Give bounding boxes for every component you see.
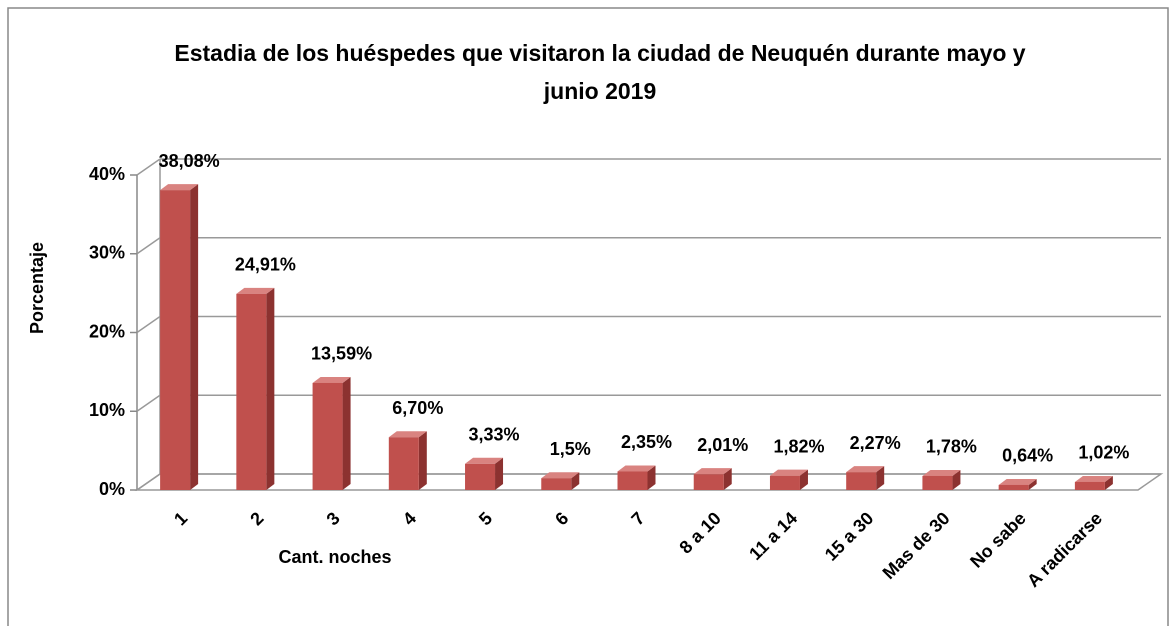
bar-side (342, 376, 351, 490)
bar-top (617, 465, 656, 472)
bar (388, 437, 419, 490)
y-tick-label: 10% (89, 400, 125, 420)
bar-side (495, 457, 504, 490)
bar (160, 190, 191, 490)
bar-top (236, 287, 275, 294)
bar (312, 382, 343, 490)
x-tick-label: 15 a 30 (821, 508, 878, 565)
bar-side (1104, 475, 1113, 490)
x-tick-label: 1 (170, 508, 191, 529)
bar-top (541, 472, 580, 479)
bar-top (693, 468, 732, 475)
bar-side (647, 465, 656, 490)
x-tick-label: No sabe (966, 508, 1030, 572)
value-label: 2,27% (850, 433, 901, 453)
bar (693, 474, 724, 490)
y-tick-label: 20% (89, 321, 125, 341)
value-label: 1,5% (550, 439, 591, 459)
bar (541, 478, 572, 490)
bar-top (160, 184, 199, 191)
y-axis-label: Porcentaje (27, 242, 47, 334)
value-label: 1,78% (926, 437, 977, 457)
x-tick-label: 7 (627, 508, 648, 529)
bar-side (418, 431, 427, 490)
wall-diagonal (136, 315, 161, 334)
frame-border (7, 7, 1169, 626)
bar-side (799, 469, 808, 490)
value-label: 6,70% (392, 398, 443, 418)
wall-diagonal (136, 473, 161, 491)
x-tick-label: 11 a 14 (745, 508, 801, 564)
bar (998, 484, 1029, 490)
bar-side (571, 472, 580, 490)
x-tick-label: 8 a 10 (675, 508, 725, 558)
bar-side (1028, 478, 1037, 490)
value-label: 38,08% (159, 151, 220, 171)
value-label: 2,01% (697, 435, 748, 455)
bar (769, 475, 800, 490)
bar (617, 471, 648, 490)
bar-side (190, 184, 199, 490)
x-tick-label: 2 (246, 508, 267, 529)
bar-top (388, 431, 427, 438)
bar-top (312, 376, 351, 383)
bar (465, 463, 496, 490)
x-tick-label: Mas de 30 (879, 508, 954, 583)
wall-diagonal (136, 237, 161, 255)
bar-top (846, 466, 885, 473)
value-label: 24,91% (235, 255, 296, 275)
bar-side (952, 469, 961, 490)
wall-diagonal (136, 158, 161, 176)
bar (846, 472, 877, 490)
bar (236, 293, 267, 490)
value-label: 1,02% (1078, 443, 1129, 463)
x-tick-label: 5 (475, 508, 496, 529)
bar-top (465, 457, 504, 464)
value-label: 0,64% (1002, 446, 1053, 466)
value-label: 2,35% (621, 432, 672, 452)
bar-side (723, 468, 732, 490)
wall-diagonal (136, 394, 161, 412)
chart-title: Estadia de los huéspedes que visitaron l… (174, 40, 1026, 104)
value-label: 13,59% (311, 344, 372, 364)
y-tick-label: 40% (89, 164, 125, 184)
bar-top (998, 478, 1037, 485)
bar (1074, 481, 1105, 490)
x-tick-label: A radicarse (1023, 508, 1106, 591)
x-axis-label: Cant. noches (278, 547, 391, 567)
x-tick-label: 3 (323, 508, 344, 529)
bar (922, 475, 953, 490)
value-label: 1,82% (773, 436, 824, 456)
y-tick-label: 0% (99, 479, 125, 499)
bar-top (922, 469, 961, 476)
x-tick-label: 4 (399, 508, 420, 529)
bar-top (1074, 475, 1113, 482)
bar-side (266, 287, 275, 490)
bar-top (769, 469, 808, 476)
x-tick-label: 6 (551, 508, 572, 529)
value-label: 3,33% (469, 425, 520, 445)
bar-side (876, 466, 885, 490)
y-tick-label: 30% (89, 243, 125, 263)
